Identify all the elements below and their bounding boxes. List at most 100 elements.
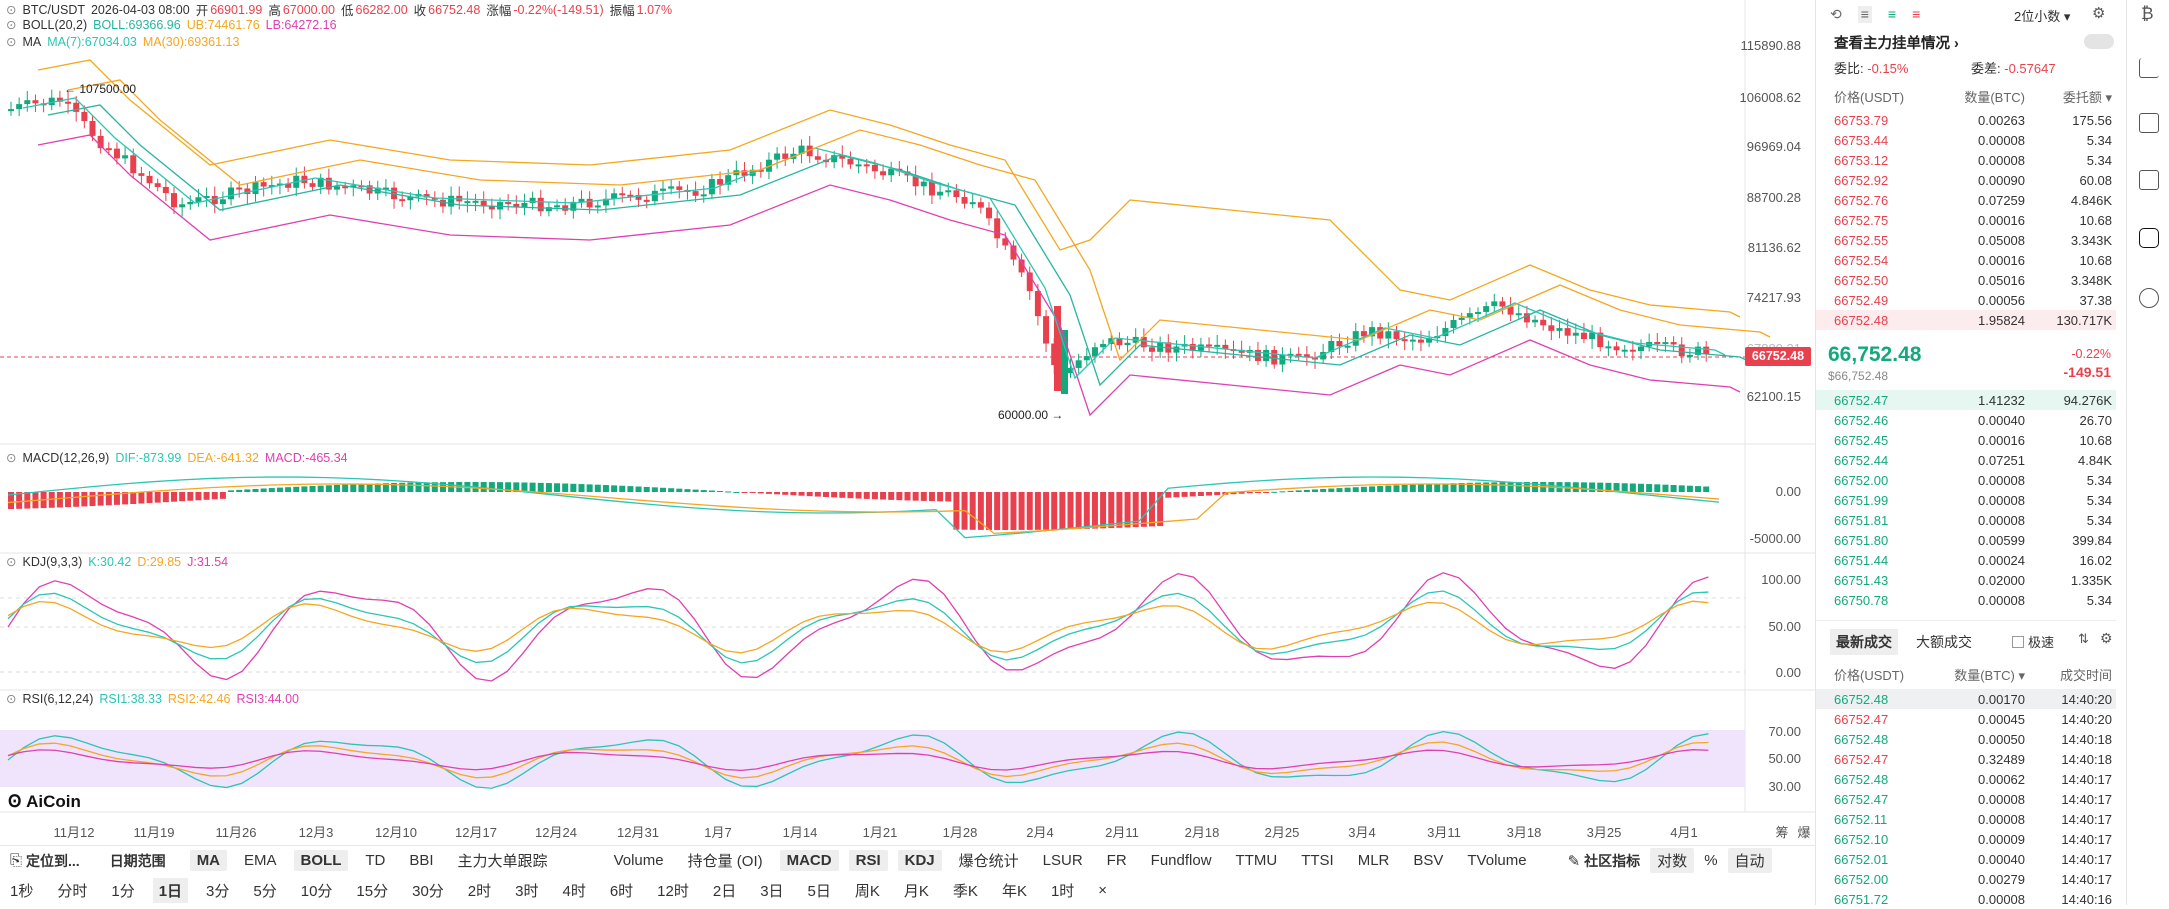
ind-td[interactable]: TD: [365, 852, 386, 869]
col-total[interactable]: 委托额 ▾: [2062, 89, 2113, 105]
ask-row[interactable]: 66752.49 0.00056 37.38: [1816, 290, 2116, 310]
period-3[interactable]: 1日: [152, 878, 189, 903]
ind-bsv[interactable]: BSV: [1413, 852, 1444, 869]
ind-ema[interactable]: EMA: [244, 852, 277, 869]
trade-row[interactable]: 66752.10 0.00009 14:40:17: [1816, 829, 2116, 849]
period-13[interactable]: 12时: [657, 883, 689, 900]
trades-settings-icon[interactable]: ⚙: [2100, 630, 2113, 646]
trade-row[interactable]: 66752.47 0.32489 14:40:18: [1816, 749, 2116, 769]
boll-legend[interactable]: ⊙ BOLL(20,2) BOLL:69366.96 UB:74461.76 L…: [6, 17, 337, 33]
percent-toggle[interactable]: %: [1704, 852, 1718, 869]
period-7[interactable]: 15分: [356, 883, 389, 900]
period-19[interactable]: 季K: [952, 883, 978, 900]
period-14[interactable]: 2日: [712, 883, 737, 900]
fast-toggle[interactable]: 极速: [2012, 632, 2054, 651]
both-view-icon[interactable]: ≡: [1857, 6, 1872, 23]
ind-kdj[interactable]: KDJ: [897, 850, 942, 871]
ind-volume[interactable]: Volume: [613, 852, 664, 869]
trade-row[interactable]: 66752.48 0.00062 14:40:17: [1816, 769, 2116, 789]
chip-icon[interactable]: 筹: [1775, 825, 1789, 840]
period-8[interactable]: 30分: [412, 883, 444, 900]
ask-row[interactable]: 66753.79 0.00263 175.56: [1816, 110, 2116, 130]
coin-icon[interactable]: ₿: [2141, 4, 2154, 23]
bid-row[interactable]: 66752.00 0.00008 5.34: [1816, 470, 2116, 490]
ind-liq[interactable]: 爆仓统计: [958, 853, 1019, 870]
macd-legend[interactable]: ⊙ MACD(12,26,9) DIF:-873.99 DEA:-641.32 …: [6, 450, 348, 466]
collapse-icon[interactable]: ⊙: [6, 692, 17, 706]
wallet-icon[interactable]: [2139, 170, 2159, 190]
community-indicators[interactable]: 社区指标: [1584, 852, 1641, 869]
layout-icon[interactable]: ⟲: [1830, 6, 1842, 22]
ind-oi[interactable]: 持仓量 (OI): [687, 853, 763, 870]
main-orders-toggle[interactable]: [2084, 34, 2114, 49]
bid-row[interactable]: 66752.44 0.07251 4.84K: [1816, 450, 2116, 470]
ind-macd[interactable]: MACD: [779, 850, 839, 871]
auto-scale-toggle[interactable]: 自动: [1727, 848, 1772, 873]
ask-row[interactable]: 66752.54 0.00016 10.68: [1816, 250, 2116, 270]
bids-view-icon[interactable]: ≡: [1887, 6, 1897, 22]
bid-row[interactable]: 66752.46 0.00040 26.70: [1816, 410, 2116, 430]
ma-legend[interactable]: ⊙ MA MA(7):67034.03 MA(30):69361.13: [6, 34, 239, 50]
bid-row[interactable]: 66750.78 0.00008 5.34: [1816, 590, 2116, 610]
ind-ma[interactable]: MA: [189, 850, 228, 871]
exchange-icon[interactable]: [2139, 288, 2159, 308]
collapse-icon[interactable]: ⊙: [6, 555, 17, 569]
period-15[interactable]: 3日: [760, 883, 784, 900]
ask-row[interactable]: 66752.75 0.00016 10.68: [1816, 210, 2116, 230]
tab-latest-trades[interactable]: 最新成交: [1830, 629, 1898, 655]
ask-row[interactable]: 66753.12 0.00008 5.34: [1816, 150, 2116, 170]
ind-lsur[interactable]: LSUR: [1042, 852, 1083, 869]
trades-col-qty[interactable]: 数量(BTC) ▾: [1954, 667, 2026, 683]
period-6[interactable]: 10分: [300, 883, 333, 900]
bid-row[interactable]: 66751.44 0.00024 16.02: [1816, 550, 2116, 570]
fast-checkbox[interactable]: [2012, 635, 2024, 648]
period-11[interactable]: 4时: [562, 883, 586, 900]
liquidation-icon[interactable]: 爆: [1797, 825, 1811, 840]
period-4[interactable]: 3分: [206, 883, 230, 900]
bid-row[interactable]: 66751.81 0.00008 5.34: [1816, 510, 2116, 530]
settings-icon[interactable]: ⚙: [2092, 5, 2106, 22]
period-17[interactable]: 周K: [854, 883, 880, 900]
ind-boll[interactable]: BOLL: [293, 850, 349, 871]
ask-row[interactable]: 66752.92 0.00090 60.08: [1816, 170, 2116, 190]
ind-ttsi[interactable]: TTSI: [1301, 852, 1334, 869]
locate-icon[interactable]: ⎘: [10, 852, 23, 869]
bid-row[interactable]: 66751.43 0.02000 1.335K: [1816, 570, 2116, 590]
date-range-button[interactable]: 日期范围: [109, 852, 166, 869]
period-2[interactable]: 1分: [111, 883, 135, 900]
bid-row[interactable]: 66751.80 0.00599 399.84: [1816, 530, 2116, 550]
trade-row[interactable]: 66752.48 0.00170 14:40:20: [1816, 689, 2116, 709]
period-1[interactable]: 分时: [57, 883, 88, 900]
trade-row[interactable]: 66752.47 0.00045 14:40:20: [1816, 709, 2116, 729]
period-12[interactable]: 6时: [609, 883, 634, 900]
eye-icon[interactable]: ⊙: [6, 35, 17, 49]
chart-canvas[interactable]: [0, 0, 1815, 905]
trade-row[interactable]: 66752.01 0.00040 14:40:17: [1816, 849, 2116, 869]
ind-fr[interactable]: FR: [1106, 852, 1127, 869]
period-9[interactable]: 2时: [467, 883, 492, 900]
period-10[interactable]: 3时: [515, 883, 539, 900]
ask-row[interactable]: 66752.55 0.05008 3.343K: [1816, 230, 2116, 250]
period-5[interactable]: 5分: [253, 883, 277, 900]
close-icon[interactable]: ×: [1098, 882, 1108, 899]
edit-icon[interactable]: ✎: [1567, 852, 1581, 870]
period-20[interactable]: 年K: [1001, 883, 1027, 900]
log-scale-toggle[interactable]: 对数: [1650, 848, 1695, 873]
trade-row[interactable]: 66752.48 0.00050 14:40:18: [1816, 729, 2116, 749]
ind-mlr[interactable]: MLR: [1357, 852, 1390, 869]
ind-ttmu[interactable]: TTMU: [1235, 852, 1278, 869]
ask-row[interactable]: 66752.48 1.95824 130.717K: [1816, 310, 2116, 330]
bid-row[interactable]: 66751.99 0.00008 5.34: [1816, 490, 2116, 510]
bot-icon[interactable]: [2139, 228, 2159, 248]
period-21[interactable]: 1时: [1050, 883, 1075, 900]
ask-row[interactable]: 66753.44 0.00008 5.34: [1816, 130, 2116, 150]
kdj-legend[interactable]: ⊙ KDJ(9,3,3) K:30.42 D:29.85 J:31.54: [6, 554, 228, 570]
asks-view-icon[interactable]: ≡: [1912, 6, 1921, 22]
ind-bbi[interactable]: BBI: [409, 852, 434, 869]
bid-row[interactable]: 66752.45 0.00016 10.68: [1816, 430, 2116, 450]
bid-row[interactable]: 66752.47 1.41232 94.276K: [1816, 390, 2116, 410]
ask-row[interactable]: 66752.50 0.05016 3.348K: [1816, 270, 2116, 290]
ind-fundflow[interactable]: Fundflow: [1150, 852, 1212, 869]
rsi-legend[interactable]: ⊙ RSI(6,12,24) RSI1:38.33 RSI2:42.46 RSI…: [6, 691, 299, 707]
